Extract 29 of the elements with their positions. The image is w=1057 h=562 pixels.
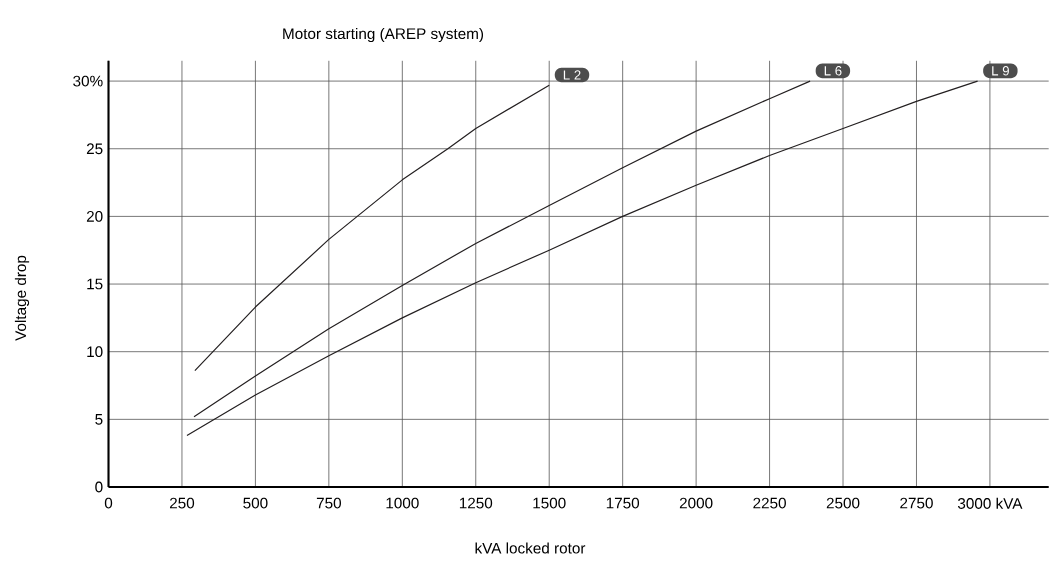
y-tick-label: 10: [87, 346, 103, 358]
x-tick-label: 1750: [606, 497, 640, 509]
x-tick-label: 2750: [900, 497, 933, 509]
x-tick-label: 1500: [533, 497, 566, 509]
series-label: L 6: [824, 66, 842, 76]
x-tick-label: 2000: [679, 497, 713, 509]
chart-title: Motor starting (AREP system): [283, 27, 484, 43]
line-series: [194, 84, 550, 372]
y-tick-label: 0: [95, 481, 103, 493]
y-axis-title: Voltage drop: [14, 255, 30, 341]
x-axis-title: kVA locked rotor: [475, 542, 586, 554]
line-series: [193, 80, 811, 418]
y-tick-label: 25: [86, 143, 103, 155]
x-tick-label: 250: [169, 497, 195, 509]
series-label: L 9: [992, 66, 1009, 76]
x-tick-label: 2250: [753, 497, 786, 509]
x-tick-label: 1000: [386, 497, 419, 509]
x-tick-label: 2500: [826, 497, 860, 509]
x-tick-label: 1250: [459, 497, 493, 509]
line-series: [186, 80, 979, 437]
x-tick-label: 500: [243, 497, 268, 509]
y-tick-label: 15: [87, 278, 103, 290]
x-tick-label: 0: [104, 497, 113, 509]
y-tick-label: 30%: [73, 75, 103, 87]
y-tick-label: 5: [95, 414, 103, 425]
x-tick-label: 3000 kVA: [957, 497, 1023, 509]
x-tick-label: 750: [316, 497, 341, 509]
y-tick-label: 20: [86, 210, 103, 222]
series-label: L 2: [563, 70, 581, 80]
